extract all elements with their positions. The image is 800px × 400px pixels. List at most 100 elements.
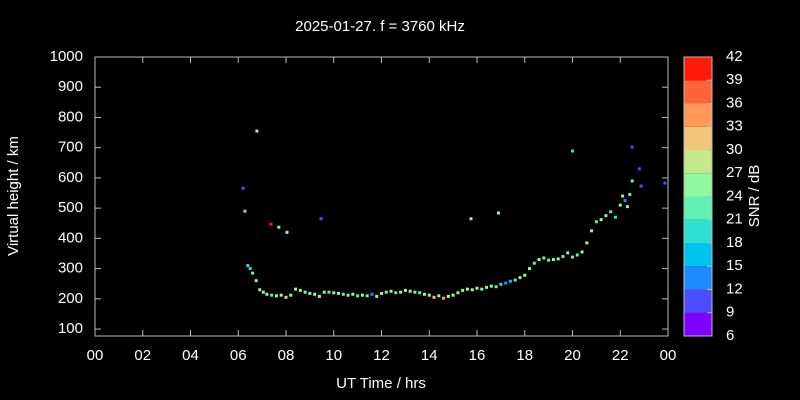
point: [518, 276, 522, 280]
point: [451, 293, 455, 297]
point: [279, 293, 283, 297]
point: [571, 149, 574, 153]
point: [399, 290, 403, 294]
point: [609, 210, 613, 214]
colorbar-tick-label: 24: [726, 187, 743, 204]
point: [663, 181, 667, 185]
y-tick-label: 1000: [50, 48, 83, 65]
point: [489, 284, 493, 288]
point: [446, 294, 450, 298]
point: [313, 292, 317, 296]
point: [317, 294, 321, 298]
point: [580, 250, 584, 254]
x-tick-label: 10: [325, 347, 342, 364]
point: [470, 288, 474, 292]
point: [469, 217, 473, 221]
point: [294, 287, 298, 291]
point: [261, 290, 265, 294]
x-tick-label: 18: [516, 347, 533, 364]
colorbar-tick-label: 21: [726, 211, 743, 228]
point: [380, 291, 383, 295]
point: [365, 294, 369, 298]
point: [465, 287, 469, 291]
point: [403, 288, 407, 292]
point: [284, 295, 288, 299]
point: [384, 290, 388, 294]
x-tick-label: 22: [612, 347, 629, 364]
colorbar-tick-label: 33: [726, 118, 743, 135]
point: [537, 258, 541, 262]
point: [389, 289, 393, 293]
point: [370, 292, 374, 296]
point: [375, 294, 379, 298]
colorbar-tick-label: 36: [726, 94, 743, 111]
point: [322, 290, 326, 294]
point: [599, 218, 603, 222]
point: [456, 291, 460, 295]
colorbar-band: [684, 243, 712, 267]
x-tick-label: 00: [87, 347, 104, 364]
colorbar-tick-label: 15: [726, 257, 743, 274]
point: [442, 296, 446, 300]
point: [485, 285, 489, 289]
point: [308, 291, 312, 295]
point: [246, 264, 250, 268]
point: [513, 278, 517, 282]
point: [571, 255, 574, 259]
y-tick-label: 100: [58, 320, 83, 337]
point: [285, 230, 289, 234]
colorbar-band: [684, 150, 712, 174]
point: [360, 293, 364, 297]
point: [303, 290, 307, 294]
point: [351, 292, 355, 296]
point: [504, 281, 508, 285]
x-tick-label: 04: [182, 347, 199, 364]
point: [418, 291, 422, 295]
point: [508, 279, 512, 283]
point: [528, 267, 532, 271]
y-tick-label: 700: [58, 139, 83, 156]
point: [432, 295, 436, 299]
point: [639, 184, 643, 188]
point: [408, 289, 412, 293]
chart-title: 2025-01-27. f = 3760 kHz: [295, 18, 465, 35]
point: [547, 258, 551, 262]
colorbar-band: [684, 196, 712, 220]
point: [494, 285, 498, 289]
point: [590, 229, 594, 233]
colorbar-band: [684, 103, 712, 127]
point: [499, 282, 503, 286]
point: [356, 294, 360, 298]
x-tick-label: 20: [564, 347, 581, 364]
point: [475, 286, 479, 290]
y-tick-label: 300: [58, 260, 83, 277]
y-tick-label: 500: [58, 199, 83, 216]
point: [254, 279, 258, 283]
x-tick-label: 00: [660, 347, 677, 364]
point: [427, 293, 431, 297]
point: [556, 257, 560, 261]
point: [298, 288, 302, 292]
colorbar-tick-label: 9: [726, 304, 734, 321]
point: [630, 145, 634, 149]
point: [270, 293, 274, 297]
point: [637, 167, 641, 171]
point: [337, 291, 341, 295]
y-tick-label: 400: [58, 229, 83, 246]
colorbar-tick-label: 12: [726, 280, 743, 297]
point: [248, 267, 252, 271]
y-axis-label: Virtual height / km: [5, 136, 22, 256]
colorbar-band: [684, 57, 712, 81]
point: [575, 253, 579, 257]
y-tick-label: 600: [58, 169, 83, 186]
point: [332, 291, 336, 295]
point: [346, 293, 350, 297]
point: [551, 258, 555, 262]
point: [327, 290, 331, 294]
point: [496, 211, 500, 215]
point: [277, 225, 281, 229]
point: [618, 203, 622, 207]
